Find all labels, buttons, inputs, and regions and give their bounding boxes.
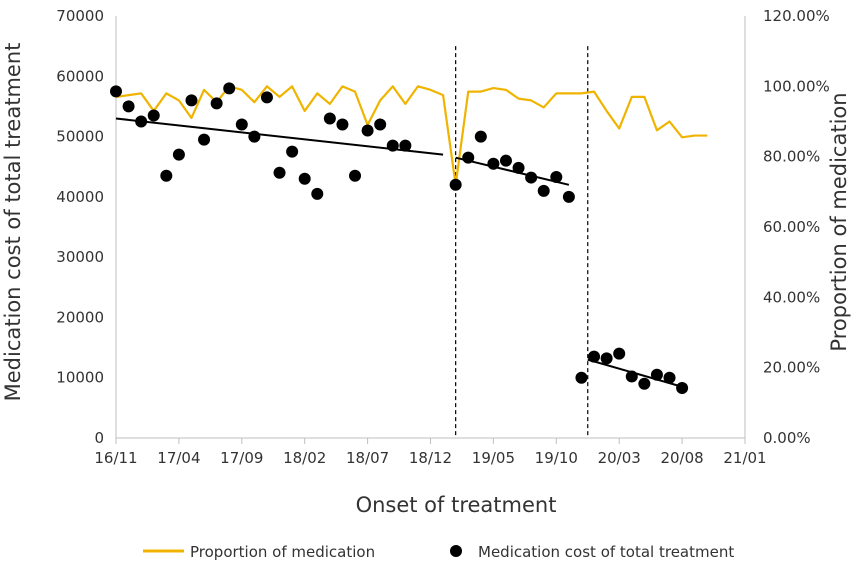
x-tick-label: 19/10 — [535, 449, 578, 467]
cost-point — [462, 151, 475, 164]
x-tick-label: 17/09 — [220, 449, 263, 467]
cost-point — [625, 370, 638, 383]
cost-point — [588, 350, 601, 363]
y2-tick-label: 120.00% — [763, 7, 830, 25]
cost-point — [537, 184, 550, 197]
cost-point — [298, 172, 311, 185]
cost-point — [172, 148, 185, 161]
cost-point — [575, 371, 588, 384]
right-y-ticks: 0.00% 20.00% 40.00% 60.00% 80.00% 100.00% 120.… — [763, 7, 830, 447]
cost-point — [210, 97, 223, 110]
cost-point — [336, 118, 349, 131]
y2-tick-label: 40.00% — [763, 288, 820, 306]
cost-point — [562, 190, 575, 203]
y-tick-label: 40000 — [56, 188, 104, 206]
axes — [115, 16, 746, 439]
cost-point — [487, 157, 500, 170]
y-axis-title: Medication cost of total treatment — [1, 43, 25, 402]
y-tick-label: 50000 — [56, 128, 104, 146]
cost-point — [474, 130, 487, 143]
y2-tick-label: 60.00% — [763, 218, 820, 236]
cost-point — [386, 139, 399, 152]
cost-point — [273, 166, 286, 179]
cost-point — [512, 161, 525, 174]
cost-point — [286, 145, 299, 158]
cost-point — [600, 352, 613, 365]
legend: Proportion of medication Medication cost… — [143, 543, 734, 561]
cost-point — [248, 130, 261, 143]
cost-point — [110, 85, 122, 98]
y-tick-label: 0 — [94, 429, 104, 447]
cost-point — [185, 94, 198, 107]
cost-point — [323, 112, 336, 125]
x-tick-label: 20/08 — [660, 449, 703, 467]
cost-point — [235, 118, 248, 131]
legend-label-cost: Medication cost of total treatment — [478, 543, 734, 561]
cost-point — [147, 109, 160, 122]
cost-point — [650, 368, 663, 381]
y-tick-label: 10000 — [56, 369, 104, 387]
cost-point — [198, 133, 211, 146]
y-tick-label: 60000 — [56, 67, 104, 85]
x-tick-label: 17/04 — [157, 449, 200, 467]
cost-point — [449, 178, 462, 191]
cost-point — [638, 377, 651, 390]
y-tick-label: 30000 — [56, 248, 104, 266]
cost-series — [110, 82, 689, 394]
x-tick-label: 18/02 — [283, 449, 326, 467]
y2-tick-label: 0.00% — [763, 429, 811, 447]
cost-point — [223, 82, 236, 95]
x-tick-label: 20/03 — [598, 449, 641, 467]
cost-point — [349, 169, 362, 182]
trend-line — [455, 156, 570, 186]
x-ticks: 16/11 17/04 17/09 18/02 18/07 18/12 19/05 19/10… — [94, 438, 767, 467]
trend-lines — [115, 117, 683, 388]
cost-point — [260, 91, 273, 104]
cost-point — [361, 124, 374, 137]
x-tick-label: 18/12 — [409, 449, 452, 467]
y2-axis-title: Proportion of medication — [827, 92, 851, 351]
cost-point — [122, 100, 135, 113]
y2-tick-label: 100.00% — [763, 77, 830, 95]
cost-point — [374, 118, 387, 131]
x-tick-label: 19/05 — [472, 449, 515, 467]
y2-tick-label: 20.00% — [763, 359, 820, 377]
cost-point — [613, 347, 626, 360]
cost-point — [550, 170, 563, 183]
cost-point — [160, 169, 173, 182]
cost-point — [499, 154, 512, 167]
legend-label-proportion: Proportion of medication — [190, 543, 375, 561]
x-tick-label: 18/07 — [346, 449, 389, 467]
legend-dot-swatch — [450, 545, 462, 557]
breakpoint-lines — [455, 46, 589, 438]
cost-point — [399, 139, 412, 152]
x-tick-label: 16/11 — [94, 449, 137, 467]
cost-point — [676, 381, 689, 394]
cost-point — [663, 371, 676, 384]
y-tick-label: 70000 — [56, 7, 104, 25]
cost-point — [135, 115, 148, 128]
x-tick-label: 21/01 — [723, 449, 766, 467]
left-y-ticks: 0 10000 20000 30000 40000 50000 60000 70000 — [56, 7, 104, 447]
x-axis-title: Onset of treatment — [356, 493, 557, 517]
y2-tick-label: 80.00% — [763, 148, 820, 166]
y-tick-label: 20000 — [56, 308, 104, 326]
cost-point — [525, 171, 538, 184]
cost-point — [311, 187, 324, 200]
